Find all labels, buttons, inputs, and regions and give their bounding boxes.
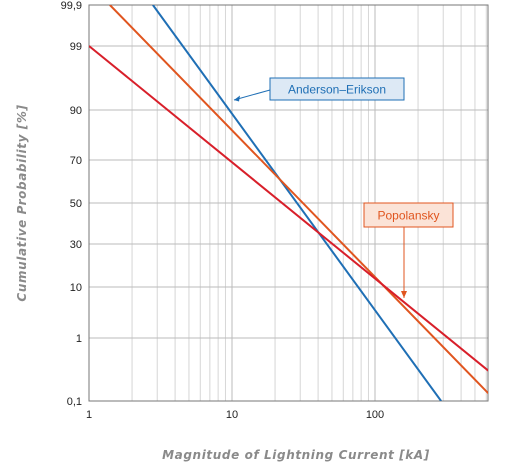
annotation-0: Anderson–Erikson: [233, 77, 405, 102]
x-axis-title: Magnitude of Lightning Current [kA]: [162, 448, 430, 462]
y-tick-label: 10: [70, 282, 82, 294]
annotation-1: Popolansky: [363, 202, 454, 298]
y-tick-label: 70: [70, 155, 82, 167]
annotation-label: Anderson–Erikson: [288, 83, 386, 97]
tick-labels: 1 10 100 0,1 1 10 30 50 70 90 99 99,9: [61, 0, 385, 421]
y-tick-label: 50: [70, 198, 82, 210]
annotation-arrowhead: [234, 95, 240, 102]
annotation-box: [363, 202, 454, 228]
series-line-0: [152, 5, 442, 401]
annotation-arrowhead: [401, 291, 407, 298]
y-tick-label: 30: [70, 239, 82, 251]
y-tick-label: 0,1: [67, 396, 82, 408]
annotation-leader: [233, 89, 271, 101]
series-group: [89, 5, 488, 401]
series-line-2: [89, 45, 488, 372]
plot-frame: [88, 4, 489, 402]
y-tick-label: 1: [76, 333, 82, 345]
y-tick-label: 99: [70, 41, 82, 53]
annotation-box: [269, 77, 405, 101]
x-tick-label: 1: [86, 409, 92, 421]
annotations: Anderson–Erikson Popolansky: [233, 77, 454, 298]
annotation-label: Popolansky: [377, 209, 439, 223]
series-line-1: [109, 5, 488, 395]
x-tick-label: 10: [226, 409, 238, 421]
y-tick-label: 99,9: [61, 0, 82, 12]
y-tick-label: 90: [70, 105, 82, 117]
y-axis-title: Cumulative Probability [%]: [15, 104, 29, 301]
x-tick-label: 100: [366, 409, 384, 421]
